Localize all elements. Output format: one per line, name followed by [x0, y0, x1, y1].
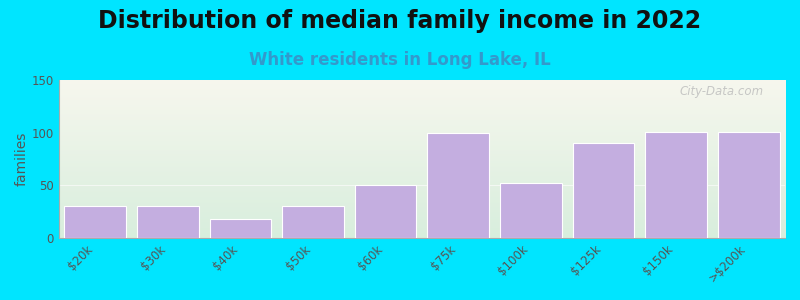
Bar	[282, 206, 344, 238]
Y-axis label: families: families	[15, 132, 29, 186]
Text: Distribution of median family income in 2022: Distribution of median family income in …	[98, 9, 702, 33]
Bar	[64, 206, 126, 238]
Bar	[210, 219, 271, 238]
Text: White residents in Long Lake, IL: White residents in Long Lake, IL	[249, 51, 551, 69]
Bar	[500, 183, 562, 238]
Bar	[427, 133, 489, 238]
Bar	[718, 132, 779, 238]
Bar	[354, 185, 417, 238]
Bar	[137, 206, 198, 238]
Bar	[573, 143, 634, 238]
Bar	[646, 132, 707, 238]
Text: City-Data.com: City-Data.com	[679, 85, 763, 98]
